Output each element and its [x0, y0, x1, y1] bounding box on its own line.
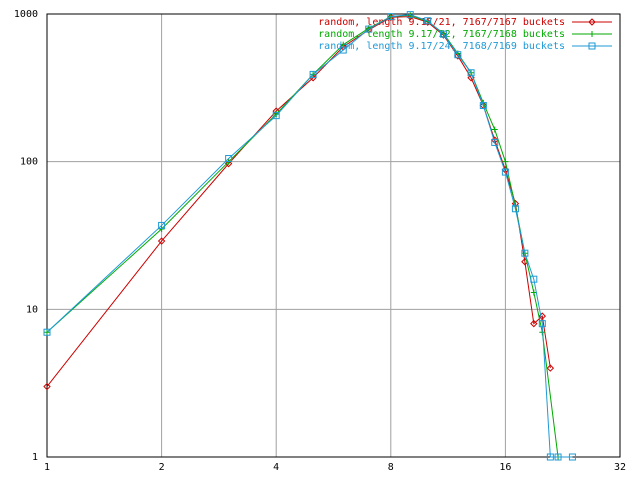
point [546, 364, 555, 372]
legend-marker [589, 31, 595, 37]
x-tick-label: 16 [499, 462, 511, 473]
y-tick-label: 1 [32, 452, 38, 463]
point [467, 69, 475, 77]
point [158, 225, 165, 232]
point [521, 249, 529, 257]
point [339, 46, 347, 54]
x-tick-label: 2 [159, 462, 165, 473]
series-line [46, 14, 573, 458]
point [224, 159, 233, 168]
point [43, 328, 51, 336]
x-tick-label: 8 [388, 462, 394, 473]
series-line [46, 16, 551, 387]
point [511, 205, 519, 213]
point [439, 30, 447, 38]
point [502, 158, 509, 165]
y-tick-label: 100 [20, 157, 38, 168]
point [365, 26, 373, 34]
legend-marker [588, 42, 596, 50]
point [424, 17, 432, 25]
point [530, 275, 538, 283]
point [491, 126, 498, 133]
x-tick-label: 32 [614, 462, 626, 473]
y-tick-label: 10 [26, 304, 38, 315]
point [158, 221, 166, 229]
legend-label: random, length 9.17/22, 7167/7168 bucket… [318, 29, 565, 40]
legend-label: random, length 9.17/21, 7167/7167 bucket… [318, 17, 565, 28]
series-line [46, 14, 559, 458]
plot-frame [46, 13, 621, 458]
x-tick-label: 1 [44, 462, 50, 473]
point [43, 382, 51, 391]
point [479, 102, 487, 110]
point [538, 320, 546, 328]
point [554, 453, 562, 461]
point [157, 237, 166, 245]
point [309, 70, 317, 78]
point [546, 453, 554, 461]
y-tick-label: 1000 [14, 9, 38, 20]
point [454, 52, 462, 60]
point [501, 168, 509, 176]
point [365, 25, 373, 33]
point [491, 138, 499, 146]
point [225, 155, 233, 163]
point [530, 289, 537, 296]
x-tick-label: 4 [273, 462, 279, 473]
point [568, 453, 576, 461]
point [454, 51, 462, 59]
point [272, 112, 280, 120]
legend-label: random, length 9.17/24, 7168/7169 bucket… [318, 41, 565, 52]
point [406, 11, 414, 19]
legend-marker [588, 18, 596, 26]
point [387, 13, 395, 21]
point [439, 31, 448, 39]
point [530, 319, 538, 328]
